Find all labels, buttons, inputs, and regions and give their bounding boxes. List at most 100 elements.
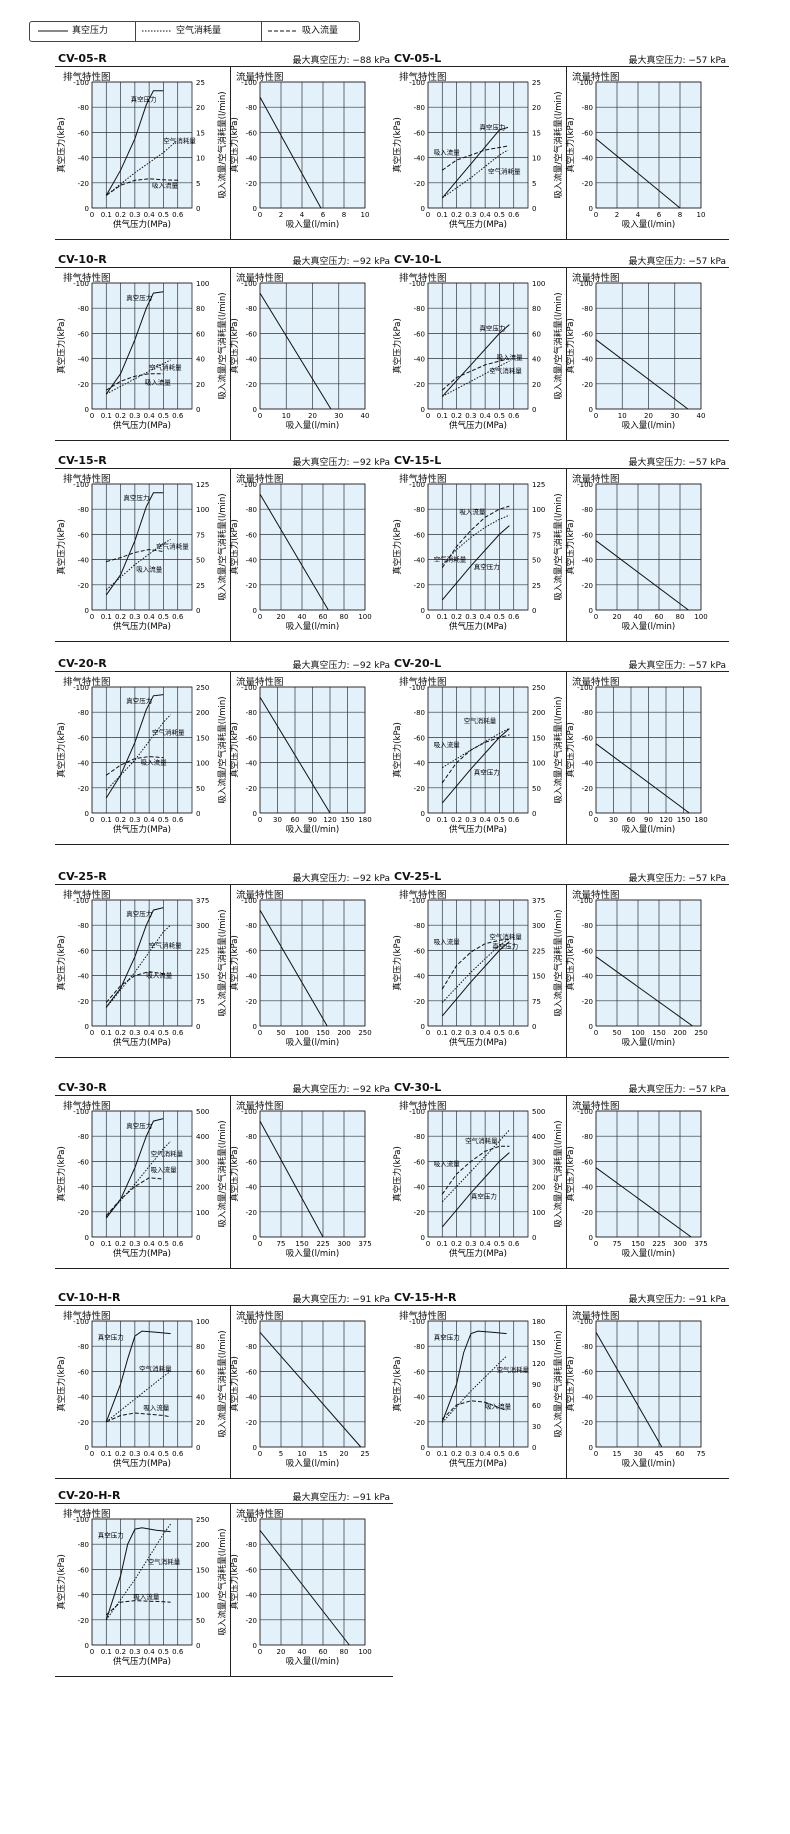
exhaust-y-tick-label: 0 xyxy=(85,1234,89,1242)
exhaust-y2-tick-label: 50 xyxy=(196,557,205,565)
exhaust-x-axis-label: 供气压力(MPa) xyxy=(113,621,171,632)
exhaust-x-tick-label: 0.5 xyxy=(158,211,169,219)
flow-y-tick-label: -60 xyxy=(246,531,257,539)
exhaust-y2-tick-label: 75 xyxy=(532,531,541,539)
exhaust-x-tick-label: 0.5 xyxy=(158,1029,169,1037)
exhaust-x-tick-label: 0.5 xyxy=(494,1450,505,1458)
exhaust-x-tick-label: 0.3 xyxy=(129,412,140,420)
chart-panel-cv-20-h-r: CV-20-H-R 最大真空压力: −91 kPa 排气特性图 流量特性图 0 -20 -4… xyxy=(55,1489,393,1677)
exhaust-x-tick-label: 0.5 xyxy=(158,816,169,824)
exhaust-y-tick-label: 0 xyxy=(421,1444,425,1452)
exhaust-y2-tick-label: 300 xyxy=(532,922,545,930)
exhaust-y-tick-label: -100 xyxy=(73,280,89,288)
flow-x-tick-label: 0 xyxy=(258,1648,262,1656)
exhaust-y-tick-label: 0 xyxy=(85,1642,89,1650)
exhaust-y-tick-label: -80 xyxy=(414,305,425,313)
flow-y-tick-label: 0 xyxy=(253,205,257,213)
flow-plot-area xyxy=(260,1519,365,1645)
exhaust-y-tick-label: -60 xyxy=(78,1566,89,1574)
series-label: 真空压力 xyxy=(479,122,505,131)
flow-y-axis-label: 真空压力(kPa) xyxy=(229,519,240,575)
series-label: 空气消耗量 xyxy=(149,362,182,371)
exhaust-y2-tick-label: 75 xyxy=(532,998,541,1006)
exhaust-y-tick-label: -100 xyxy=(409,481,425,489)
exhaust-y-tick-label: -100 xyxy=(409,280,425,288)
panel-header-rule xyxy=(391,671,729,672)
flow-y-tick-label: -60 xyxy=(246,1566,257,1574)
panel-header-rule xyxy=(55,884,393,885)
max-vacuum-label: 最大真空压力: −92 kPa xyxy=(292,661,391,671)
flow-y-tick-label: -100 xyxy=(577,280,593,288)
exhaust-plot-area xyxy=(92,1519,192,1645)
series-label: 吸入流量 xyxy=(434,937,461,946)
exhaust-y-tick-label: -100 xyxy=(73,897,89,905)
series-line-suction-flow xyxy=(441,734,510,784)
exhaust-frame xyxy=(91,483,193,611)
panel-divider xyxy=(566,66,567,239)
flow-x-tick-label: 60 xyxy=(627,816,636,824)
flow-chart: 0 -20 -40 -60 -80 -100 0 15 30 45 60 75 吸入量(l/min) 真空… xyxy=(565,1318,705,1469)
exhaust-x-tick-label: 0.3 xyxy=(129,613,140,621)
flow-x-tick-label: 8 xyxy=(342,211,346,219)
exhaust-y2-tick-label: 60 xyxy=(532,330,541,338)
flow-frame xyxy=(595,1320,702,1448)
series-label: 真空压力 xyxy=(434,1332,460,1341)
exhaust-y2-tick-label: 0 xyxy=(532,406,536,414)
flow-y-axis-label: 真空压力(kPa) xyxy=(565,1356,576,1412)
flow-frame xyxy=(259,1110,366,1238)
exhaust-x-tick-label: 0.6 xyxy=(172,211,184,219)
exhaust-x-axis-label: 供气压力(MPa) xyxy=(113,219,171,230)
flow-plot-area xyxy=(596,82,701,208)
flow-characteristic-line xyxy=(259,1529,350,1646)
legend-item-suction-flow: 吸入流量 xyxy=(268,22,338,41)
flow-y-tick-label: -20 xyxy=(246,381,257,389)
exhaust-y-tick-label: -20 xyxy=(414,1419,425,1427)
exhaust-x-tick-label: 0.4 xyxy=(480,1450,492,1458)
exhaust-y2-tick-label: 125 xyxy=(532,481,545,489)
flow-plot-area xyxy=(260,484,365,610)
flow-x-axis-label: 吸入量(l/min) xyxy=(286,1657,339,1667)
flow-chart-title: 流量特性图 xyxy=(572,1311,620,1322)
flow-x-tick-label: 20 xyxy=(644,412,653,420)
exhaust-y-tick-label: -20 xyxy=(78,1209,89,1217)
flow-x-tick-label: 60 xyxy=(291,816,300,824)
exhaust-x-tick-label: 0.1 xyxy=(101,613,112,621)
flow-x-tick-label: 5 xyxy=(279,1450,283,1458)
max-vacuum-label: 最大真空压力: −92 kPa xyxy=(292,1085,391,1095)
exhaust-x-tick-label: 0 xyxy=(90,211,94,219)
flow-frame xyxy=(259,282,366,410)
flow-x-axis-label: 吸入量(l/min) xyxy=(622,421,675,431)
flow-x-tick-label: 6 xyxy=(657,211,662,219)
exhaust-frame xyxy=(427,1110,529,1238)
exhaust-x-tick-label: 0.5 xyxy=(158,1648,169,1656)
flow-x-tick-label: 300 xyxy=(337,1240,350,1248)
flow-x-tick-label: 30 xyxy=(334,412,343,420)
flow-y-tick-label: 0 xyxy=(253,607,257,615)
exhaust-x-tick-label: 0.2 xyxy=(115,1240,126,1248)
exhaust-y-tick-label: -40 xyxy=(78,155,89,163)
exhaust-x-tick-label: 0.6 xyxy=(508,816,520,824)
flow-x-tick-label: 0 xyxy=(258,816,262,824)
series-label: 真空压力 xyxy=(98,1530,124,1539)
series-label: 真空压力 xyxy=(126,293,152,302)
exhaust-chart-title: 排气特性图 xyxy=(399,72,447,83)
exhaust-y2-tick-label: 0 xyxy=(196,1642,200,1650)
series-label: 空气消耗量 xyxy=(465,1136,498,1145)
exhaust-y2-tick-label: 150 xyxy=(196,973,209,981)
panel-divider xyxy=(230,267,231,440)
exhaust-x-tick-label: 0.5 xyxy=(494,1240,505,1248)
flow-x-axis-label: 吸入量(l/min) xyxy=(286,1249,339,1259)
flow-x-tick-label: 40 xyxy=(361,412,370,420)
exhaust-y-tick-label: -60 xyxy=(414,1158,425,1166)
flow-y-tick-label: -80 xyxy=(582,709,593,717)
panel-header-rule xyxy=(391,1305,729,1306)
exhaust-y2-tick-label: 20 xyxy=(196,104,205,112)
exhaust-y2-tick-label: 0 xyxy=(196,1444,200,1452)
exhaust-y2-tick-label: 250 xyxy=(196,684,209,692)
series-line-vacuum-pressure xyxy=(105,907,164,1008)
exhaust-frame xyxy=(91,1518,193,1646)
exhaust-chart-title: 排气特性图 xyxy=(63,1509,111,1520)
exhaust-x-tick-label: 0.6 xyxy=(172,1450,184,1458)
flow-y-tick-label: -100 xyxy=(241,684,257,692)
exhaust-y-tick-label: -20 xyxy=(414,998,425,1006)
